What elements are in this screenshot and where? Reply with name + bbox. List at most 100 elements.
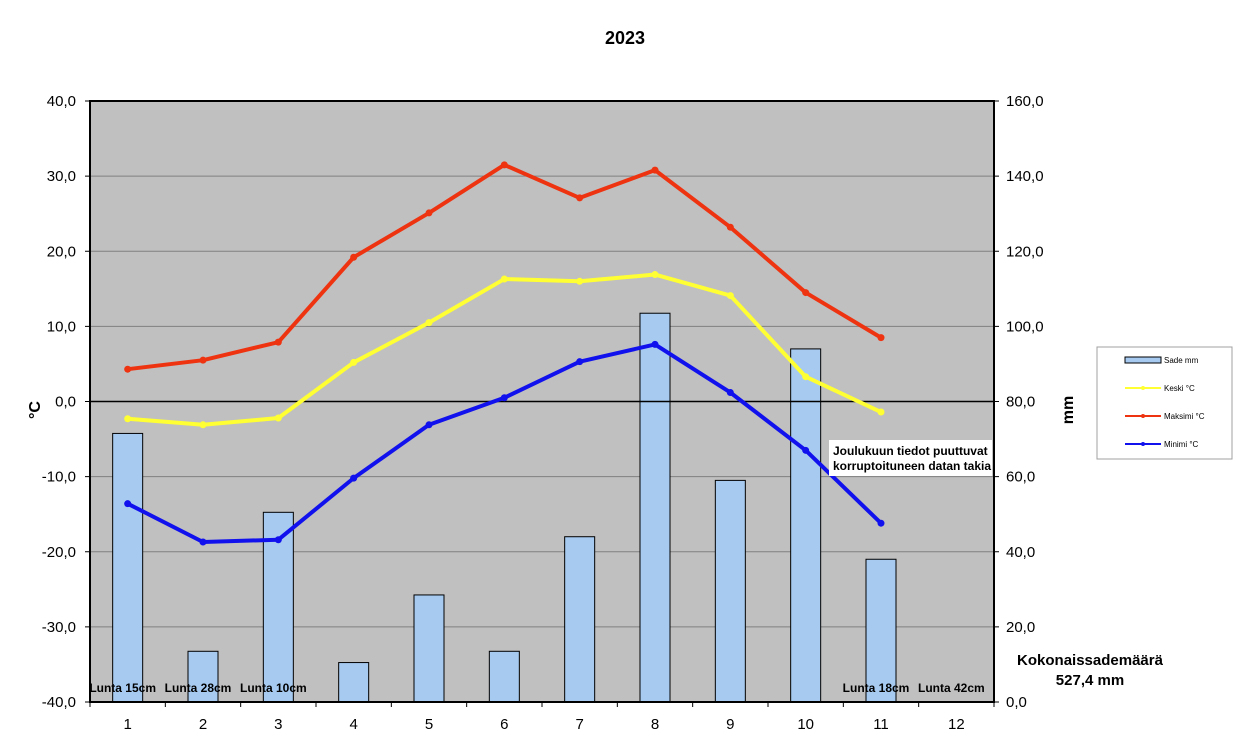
x-tick-label: 8 <box>651 716 659 733</box>
legend-box <box>1096 346 1233 460</box>
temperature-point <box>576 358 584 366</box>
temperature-point <box>500 161 508 169</box>
temperature-point <box>651 340 659 348</box>
legend-entry: Minimi °C <box>1164 440 1199 449</box>
temperature-point <box>124 365 132 373</box>
x-tick-label: 11 <box>873 716 889 733</box>
chart-title: 2023 <box>605 28 645 48</box>
temperature-point <box>802 289 810 297</box>
left-tick-label: 30,0 <box>47 168 76 185</box>
snow-label: Lunta 28cm <box>165 681 232 695</box>
left-tick-label: 40,0 <box>47 93 76 110</box>
legend: Sade mm Keski °C Maksimi °C Minimi °C <box>1096 346 1233 460</box>
temperature-point <box>199 356 207 364</box>
right-tick-label: 20,0 <box>1006 619 1035 636</box>
left-tick-label: -10,0 <box>42 469 76 486</box>
legend-marker <box>1141 414 1145 418</box>
right-tick-label: 0,0 <box>1006 694 1027 711</box>
temperature-lines <box>124 161 885 546</box>
x-tick-label: 9 <box>726 716 734 733</box>
total-precipitation-value: 527,4 mm <box>1056 672 1124 689</box>
temperature-point <box>576 277 584 285</box>
note-line-2: korruptoituneen datan takia <box>833 459 991 473</box>
x-tick-label: 6 <box>500 716 508 733</box>
temperature-point <box>802 373 810 381</box>
left-tick-label: 0,0 <box>55 394 76 411</box>
temperature-point <box>425 421 433 429</box>
temperature-point <box>500 394 508 402</box>
legend-entry: Sade mm <box>1164 356 1199 365</box>
precipitation-bar <box>639 312 671 703</box>
precipitation-bar <box>338 662 370 703</box>
y-right-axis-label: mm <box>1060 396 1077 424</box>
precipitation-bar <box>488 650 520 703</box>
x-tick-label: 2 <box>199 716 207 733</box>
y-left-axis-label: °C <box>27 401 44 419</box>
snow-labels: Lunta 15cm Lunta 28cm Lunta 10cm Lunta 18cm… <box>89 681 984 695</box>
snow-label: Lunta 15cm <box>89 681 156 695</box>
temperature-point <box>124 500 132 508</box>
left-tick-label: -20,0 <box>42 544 76 561</box>
note-line-1: Joulukuun tiedot puuttuvat <box>833 444 988 458</box>
x-tick-label: 4 <box>349 716 357 733</box>
temperature-point <box>124 415 132 423</box>
temperature-point <box>726 388 734 396</box>
temperature-point <box>350 474 358 482</box>
temperature-point <box>726 292 734 300</box>
snow-label: Lunta 18cm <box>843 681 910 695</box>
temperature-point <box>199 421 207 429</box>
left-tick-label: 20,0 <box>47 243 76 260</box>
missing-data-note: Joulukuun tiedot puuttuvat korruptoitune… <box>829 440 992 476</box>
left-tick-label: -40,0 <box>42 694 76 711</box>
legend-entry: Keski °C <box>1164 384 1195 393</box>
x-tick-label: 12 <box>948 716 965 733</box>
snow-label: Lunta 10cm <box>240 681 307 695</box>
precipitation-bar <box>413 594 445 703</box>
snow-label: Lunta 42cm <box>918 681 985 695</box>
temperature-point <box>274 414 282 422</box>
temperature-point <box>199 538 207 546</box>
temperature-point <box>726 223 734 231</box>
x-tick-label: 7 <box>575 716 583 733</box>
x-axis-ticks: 1 2 3 4 5 6 7 8 9 10 11 12 <box>89 702 995 733</box>
precipitation-bar <box>187 650 219 703</box>
legend-entry: Maksimi °C <box>1164 412 1205 421</box>
x-tick-label: 10 <box>797 716 814 733</box>
temperature-point <box>877 519 885 527</box>
temperature-point <box>425 319 433 327</box>
temperature-point <box>877 408 885 416</box>
total-precipitation-label: Kokonaissademäärä <box>1017 652 1164 669</box>
left-tick-label: -30,0 <box>42 619 76 636</box>
right-tick-label: 140,0 <box>1006 168 1044 185</box>
temperature-point <box>274 338 282 346</box>
temperature-point <box>425 209 433 217</box>
temperature-point <box>651 166 659 174</box>
temperature-point <box>877 334 885 342</box>
left-axis-ticks: 40,0 30,0 20,0 10,0 0,0 -10,0 -20,0 -30,0 -40,0 <box>42 93 90 711</box>
legend-marker <box>1141 442 1145 446</box>
precipitation-bar <box>790 348 822 703</box>
legend-swatch <box>1124 356 1162 364</box>
right-tick-label: 80,0 <box>1006 394 1035 411</box>
x-tick-label: 3 <box>274 716 282 733</box>
right-tick-label: 100,0 <box>1006 318 1044 335</box>
temperature-point <box>274 536 282 544</box>
left-tick-label: 10,0 <box>47 318 76 335</box>
temperature-point <box>350 253 358 261</box>
temperature-point <box>576 194 584 202</box>
temperature-point <box>350 358 358 366</box>
right-tick-label: 120,0 <box>1006 243 1044 260</box>
right-tick-label: 40,0 <box>1006 544 1035 561</box>
x-tick-label: 1 <box>123 716 131 733</box>
right-tick-label: 60,0 <box>1006 469 1035 486</box>
precipitation-bar <box>564 536 596 703</box>
temperature-point <box>651 271 659 279</box>
precipitation-bar <box>112 432 144 703</box>
temperature-point <box>802 446 810 454</box>
temperature-point <box>500 275 508 283</box>
right-axis-ticks: 160,0 140,0 120,0 100,0 80,0 60,0 40,0 20,0 0,0 <box>994 93 1044 711</box>
x-tick-label: 5 <box>425 716 433 733</box>
right-tick-label: 160,0 <box>1006 93 1044 110</box>
legend-marker <box>1141 386 1145 390</box>
